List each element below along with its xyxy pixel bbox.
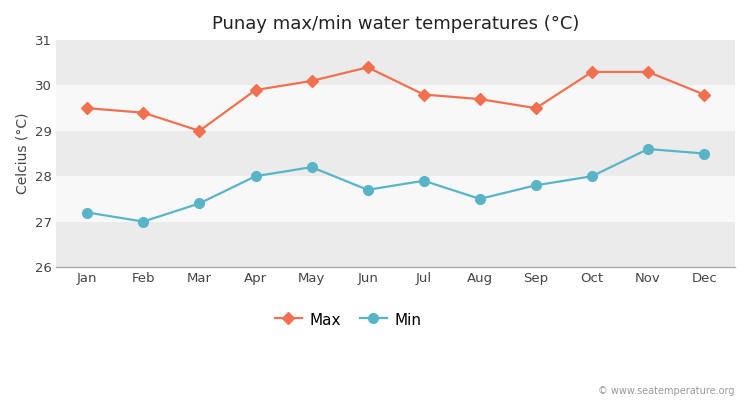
Line: Max: Max [83, 63, 708, 135]
Max [419, 92, 428, 97]
Min [195, 201, 204, 206]
Bar [56, 176, 735, 222]
Min [82, 210, 92, 215]
Max [700, 92, 709, 97]
Max [476, 97, 484, 102]
Bar [56, 86, 735, 131]
Max [307, 78, 316, 83]
Min [307, 165, 316, 170]
Max [644, 70, 652, 74]
Line: Min: Min [82, 144, 709, 226]
Min [700, 151, 709, 156]
Max [139, 110, 148, 115]
Min [476, 196, 484, 201]
Min [587, 174, 596, 179]
Legend: Max, Min: Max, Min [268, 306, 428, 334]
Max [195, 128, 204, 133]
Bar [56, 222, 735, 267]
Max [532, 106, 541, 110]
Title: Punay max/min water temperatures (°C): Punay max/min water temperatures (°C) [212, 15, 580, 33]
Y-axis label: Celcius (°C): Celcius (°C) [15, 113, 29, 194]
Min [419, 178, 428, 183]
Bar [56, 131, 735, 176]
Bar [56, 40, 735, 86]
Max [82, 106, 92, 110]
Min [251, 174, 260, 179]
Text: © www.seatemperature.org: © www.seatemperature.org [598, 386, 735, 396]
Min [532, 183, 541, 188]
Max [587, 70, 596, 74]
Min [363, 188, 372, 192]
Max [251, 88, 260, 92]
Min [644, 146, 652, 151]
Min [139, 219, 148, 224]
Max [363, 65, 372, 70]
